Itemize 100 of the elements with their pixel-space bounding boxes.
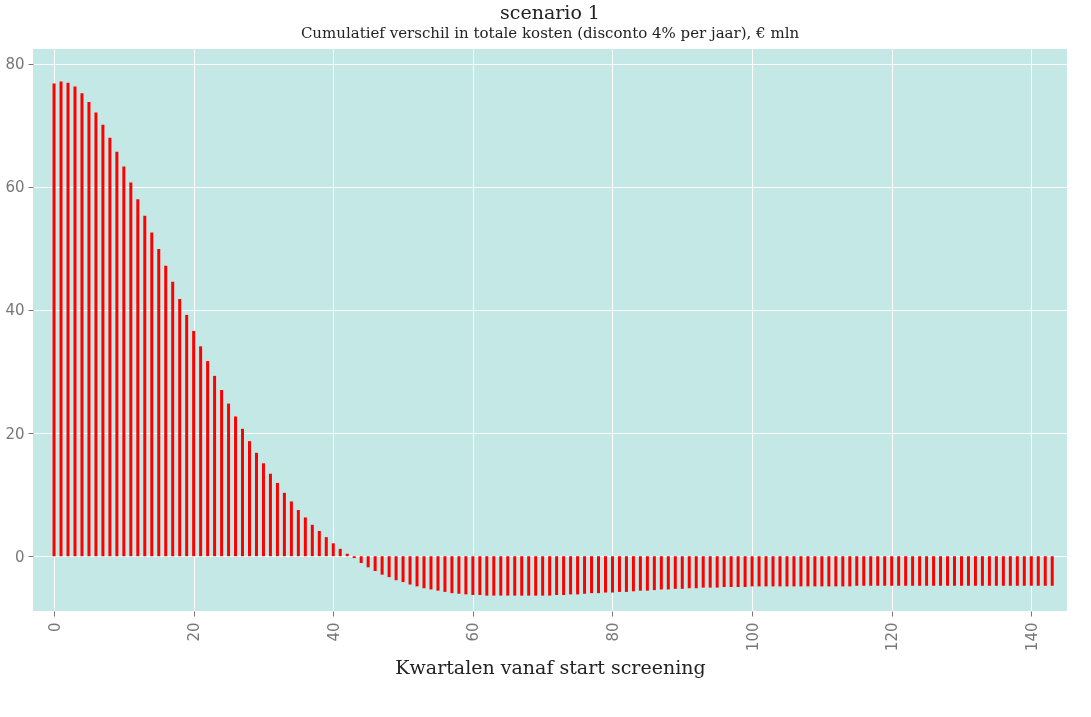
bar [80, 93, 84, 557]
bar [562, 556, 566, 595]
bar [192, 330, 196, 557]
bar [261, 463, 265, 557]
bar [331, 543, 335, 557]
chart-title: scenario 1 [500, 1, 600, 23]
bar [157, 249, 161, 557]
bar [597, 556, 601, 594]
bar [869, 556, 873, 586]
bar [73, 86, 77, 557]
bar [373, 556, 377, 571]
bar [275, 482, 279, 557]
bar [248, 441, 251, 557]
bar [904, 556, 908, 586]
bar [701, 556, 705, 588]
bar [520, 556, 524, 596]
bar [959, 556, 963, 586]
x-tick-label: 40 [324, 622, 343, 642]
bar [513, 556, 517, 596]
bar [1029, 556, 1033, 586]
bar [485, 556, 489, 596]
bar [464, 556, 468, 595]
bar [296, 510, 300, 557]
bar [101, 124, 105, 557]
bar [408, 556, 412, 585]
bar [436, 556, 440, 591]
bar [750, 556, 754, 587]
bar [380, 556, 384, 575]
bar [645, 556, 649, 591]
bar [946, 556, 950, 586]
bar [729, 556, 733, 587]
bar [848, 556, 852, 587]
bar [199, 346, 203, 557]
bar [66, 82, 70, 557]
bar [429, 556, 433, 590]
bar [534, 556, 538, 596]
bar [813, 556, 817, 587]
bar [799, 556, 803, 587]
bar [590, 556, 594, 594]
bar [52, 83, 56, 557]
bar [778, 556, 782, 587]
bar [1001, 556, 1005, 586]
bar [178, 298, 182, 557]
bar [666, 556, 670, 590]
bar [792, 556, 796, 587]
bar [548, 556, 552, 596]
bar [1015, 556, 1019, 586]
bar [359, 556, 363, 563]
bar [862, 556, 866, 586]
bar [87, 101, 91, 557]
bar [925, 556, 929, 586]
bar [785, 556, 789, 587]
bar [841, 556, 845, 587]
bar [631, 556, 635, 592]
bar [541, 556, 545, 596]
chart-subtitle: Cumulatief verschil in totale kosten (disconto 4% per jaar), € mln [300, 24, 800, 42]
bar [680, 556, 684, 589]
bar [576, 556, 580, 595]
bar [1008, 556, 1012, 586]
bar [268, 473, 272, 557]
bar [387, 556, 391, 578]
bar [638, 556, 642, 591]
bar [415, 556, 419, 587]
bar [1050, 556, 1054, 586]
bar [764, 556, 768, 587]
bar [743, 556, 747, 587]
bar [254, 452, 258, 557]
bar [492, 556, 496, 596]
y-tick-label: 80 [5, 55, 25, 74]
bar [687, 556, 691, 589]
bar [715, 556, 719, 588]
bar [827, 556, 831, 587]
bar [918, 556, 922, 586]
bar [443, 556, 447, 592]
y-tick-label: 20 [5, 424, 25, 443]
bar [394, 556, 398, 581]
bar [883, 556, 887, 586]
bar [59, 81, 63, 557]
x-tick-label: 20 [185, 622, 204, 642]
bar [1043, 556, 1047, 586]
bar [876, 556, 880, 586]
bar [855, 556, 859, 586]
bar [171, 281, 175, 557]
bar [366, 556, 370, 568]
x-tick-label: 60 [464, 622, 483, 642]
bar [994, 556, 998, 586]
bar [136, 199, 140, 557]
bar [94, 112, 98, 557]
bar [227, 403, 231, 557]
bar [708, 556, 712, 588]
bar [583, 556, 587, 594]
x-axis-title: Kwartalen vanaf start screening [395, 656, 706, 679]
bar [213, 375, 217, 557]
bar [1036, 556, 1040, 586]
bar [150, 232, 154, 557]
bar [338, 548, 342, 557]
bar [303, 517, 307, 557]
bar [185, 314, 189, 557]
bar [471, 556, 475, 595]
bar [771, 556, 775, 587]
